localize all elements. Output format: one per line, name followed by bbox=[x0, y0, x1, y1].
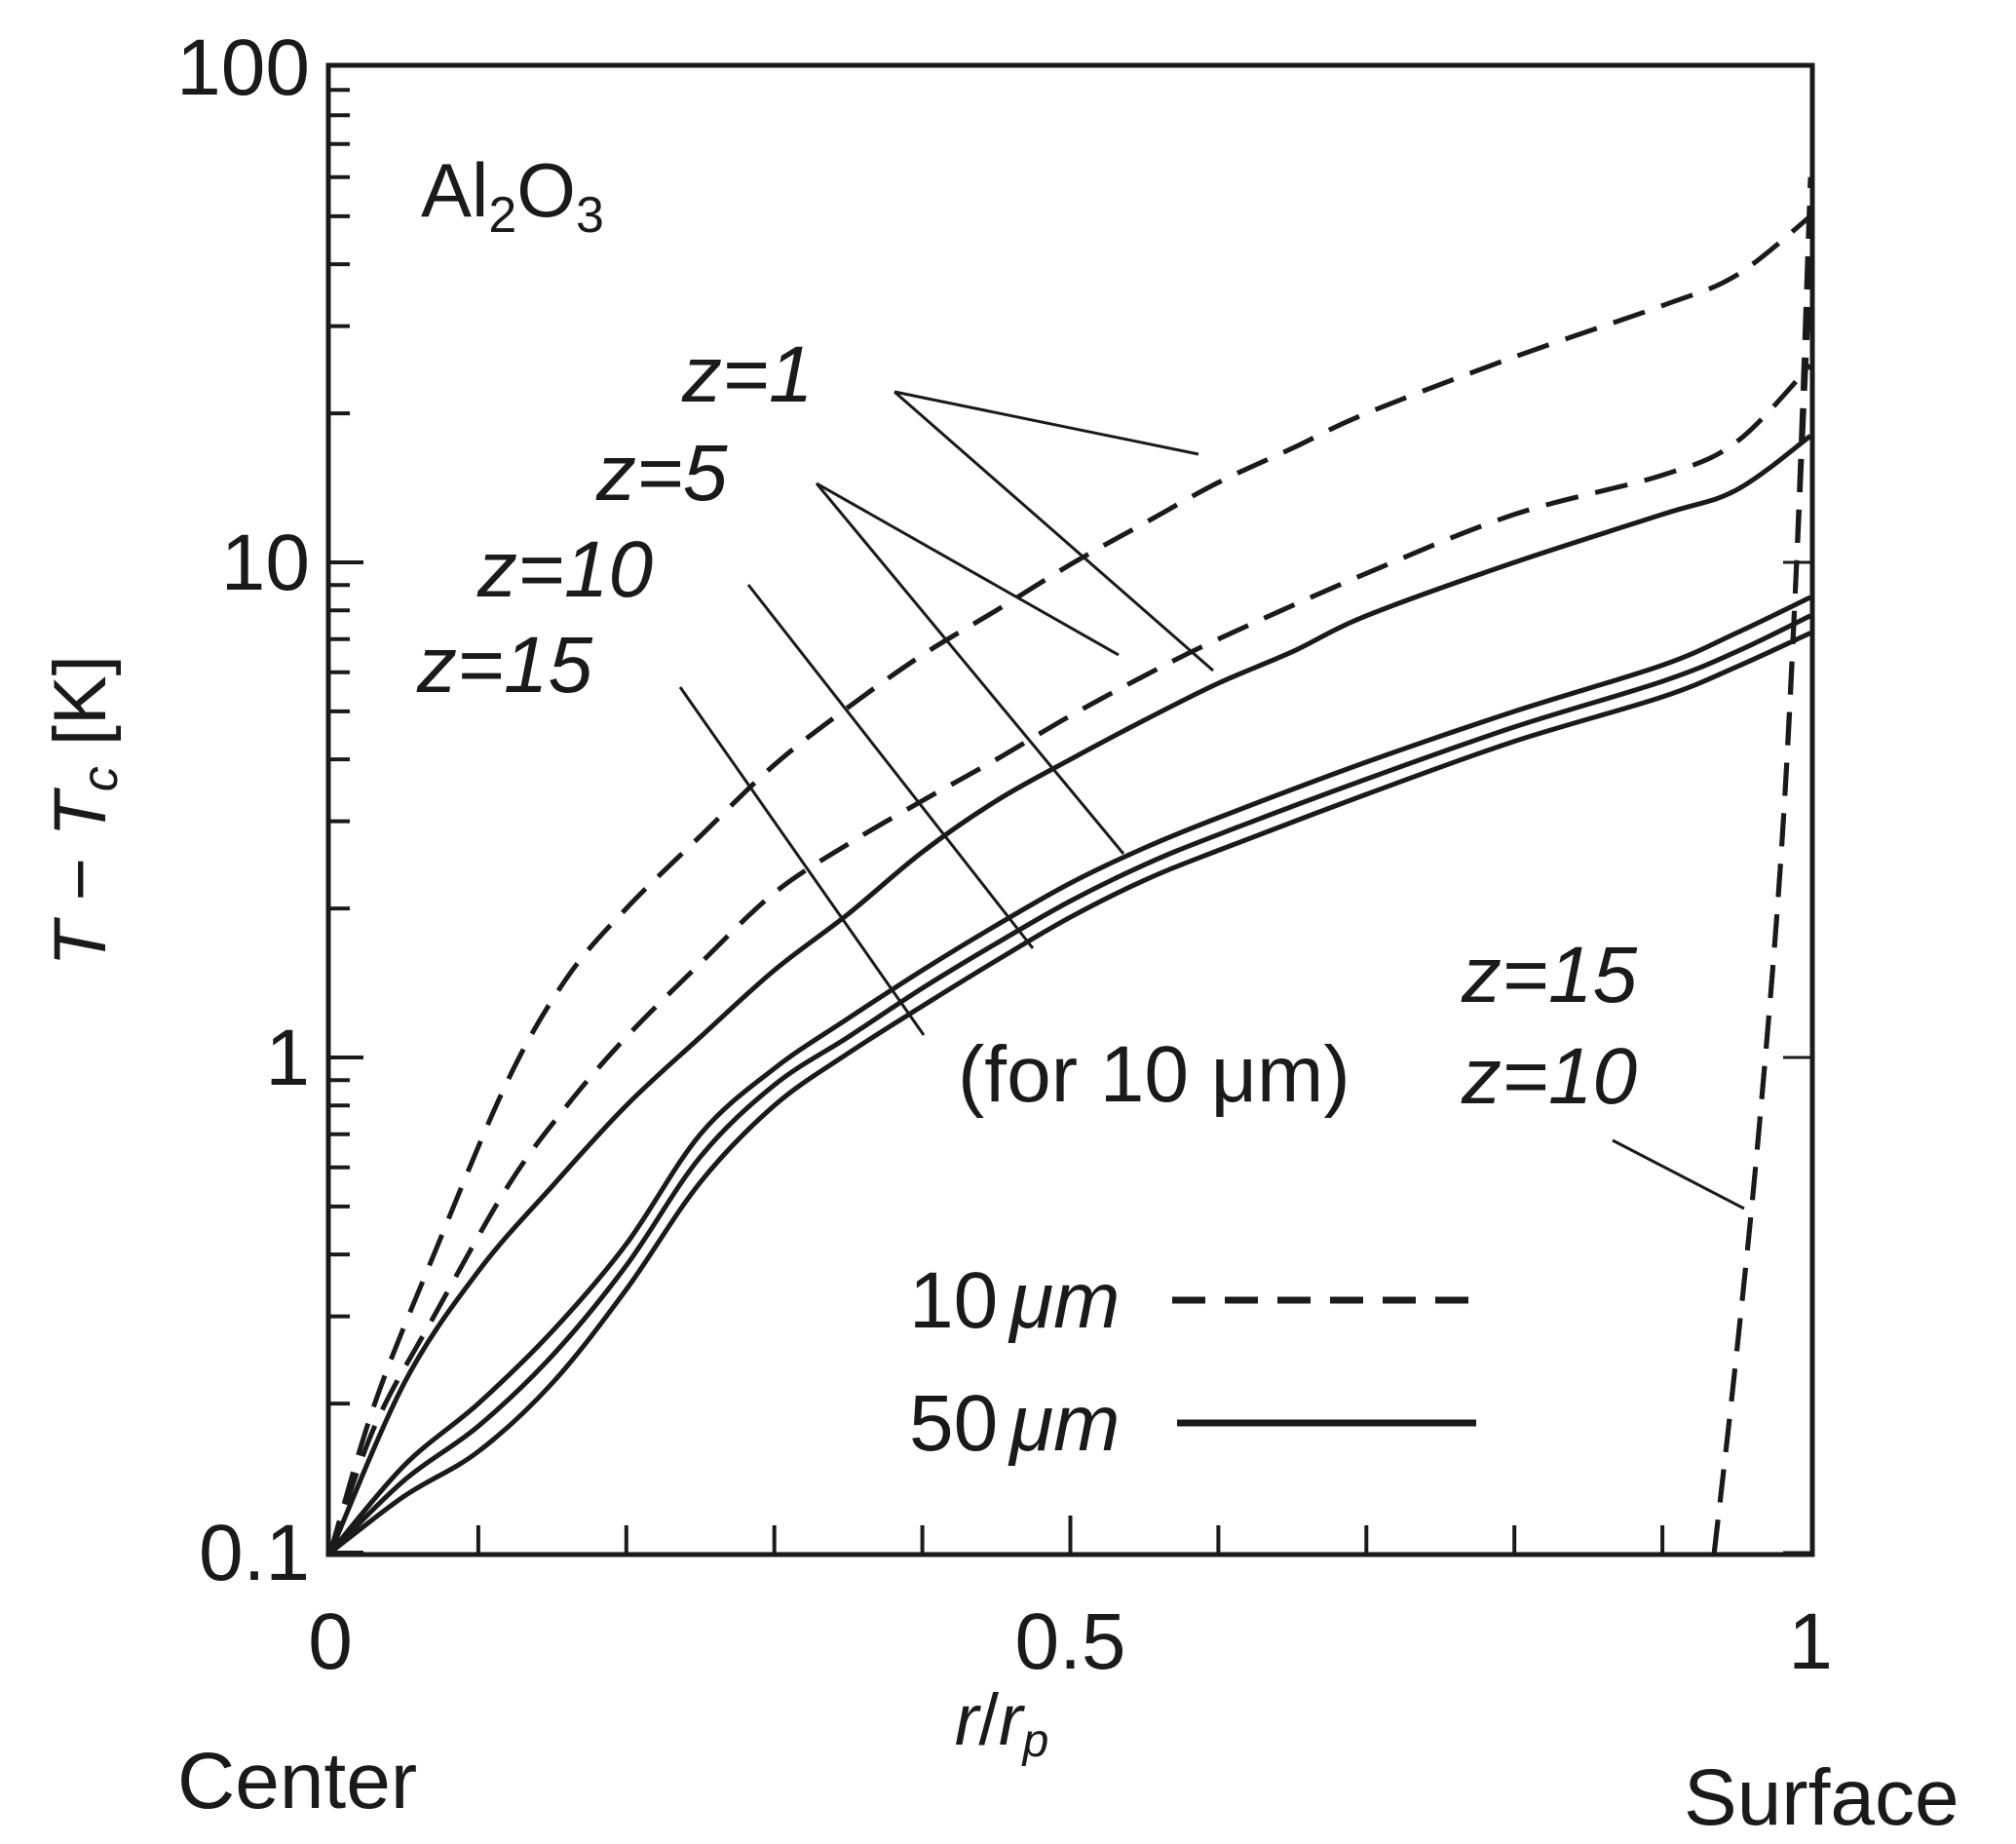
x-axis-label: r/rp bbox=[955, 1679, 1049, 1767]
leader-z1-dashed bbox=[894, 390, 1199, 456]
leader-z5-solid bbox=[815, 482, 1125, 855]
x-tick-label-1: 1 bbox=[1788, 1597, 1833, 1686]
leader-z10 bbox=[746, 584, 1035, 949]
series-2 bbox=[1711, 264, 1813, 1554]
x-minor-ticks bbox=[475, 1516, 1665, 1553]
legend-label-10um: 10 μm bbox=[909, 1256, 1120, 1345]
leader-z1-solid bbox=[894, 390, 1214, 672]
annotation-z10-right: z=10 bbox=[1461, 1032, 1637, 1121]
y-tick-label-10: 10 bbox=[221, 519, 310, 607]
x-tick-label-0.5: 0.5 bbox=[1015, 1597, 1126, 1686]
x-tick-label-0: 0 bbox=[308, 1597, 353, 1686]
annotation-z15-right: z=15 bbox=[1461, 931, 1637, 1019]
leader-z5-dashed bbox=[816, 481, 1120, 657]
y-axis-label: T − Tc [K] bbox=[39, 655, 129, 967]
series-5 bbox=[328, 595, 1812, 1555]
annotation-z10: z=10 bbox=[476, 525, 653, 614]
plot-frame bbox=[325, 62, 1815, 1557]
annotation-z1: z=1 bbox=[681, 330, 814, 419]
y-tick-label-0.1: 0.1 bbox=[199, 1509, 310, 1597]
series-0 bbox=[327, 213, 1812, 1554]
annotation-for-10um: (for 10 μm) bbox=[958, 1030, 1350, 1119]
leader-lines bbox=[678, 390, 1745, 1210]
material-label: Al2O3 bbox=[421, 147, 604, 244]
series-7 bbox=[328, 631, 1812, 1555]
position-label-surface: Surface bbox=[1684, 1753, 1959, 1842]
position-label-center: Center bbox=[177, 1737, 417, 1825]
leader-z15 bbox=[678, 686, 926, 1036]
annotation-z5: z=5 bbox=[595, 429, 728, 518]
legend-label-50um: 50 μm bbox=[909, 1379, 1120, 1468]
leader-z10-right bbox=[1612, 1138, 1745, 1210]
y-tick-label-100: 100 bbox=[176, 23, 310, 112]
series-group bbox=[327, 176, 1813, 1555]
series-4 bbox=[327, 434, 1812, 1555]
annotation-z15: z=15 bbox=[416, 621, 592, 710]
series-1 bbox=[327, 364, 1812, 1554]
y-tick-label-1: 1 bbox=[265, 1014, 310, 1102]
series-3 bbox=[1711, 176, 1813, 1554]
series-6 bbox=[328, 613, 1812, 1555]
